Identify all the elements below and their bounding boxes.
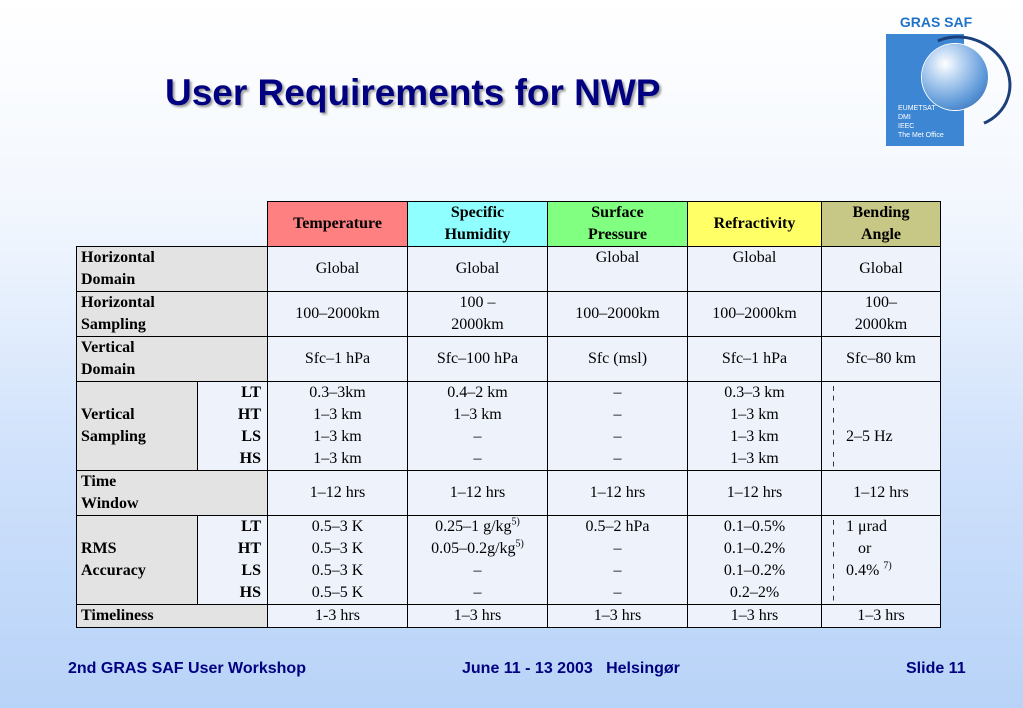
bracket-icon: ¦ <box>832 584 836 601</box>
header-row: Temperature Specific Humidity Surface Pres… <box>77 201 941 247</box>
cell-value: 1–12 hrs <box>687 470 822 516</box>
bracket-icon: ¦ <box>832 384 836 401</box>
table-row-vertical-sampling: Vertical Sampling LT HT LS HS 0.3–3km 1–3… <box>76 381 941 471</box>
table-row-rms-accuracy: RMS Accuracy LT HT LS HS 0.5–3 K 0.5–3 K … <box>76 515 941 605</box>
cell-value: Global <box>547 246 688 292</box>
cell-value: 0.3–3km 1–3 km 1–3 km 1–3 km <box>267 381 408 471</box>
column-header-bending-angle: Bending Angle <box>821 201 941 247</box>
cell-value: Sfc–100 hPa <box>407 336 548 382</box>
cell-value: ¦ ¦ ¦ 2–5 Hz ¦ <box>821 381 941 471</box>
cell-value: 0.5–2 hPa – – – <box>547 515 688 605</box>
footer-date-location: June 11 - 13 2003 Helsingør <box>462 660 680 677</box>
cell-value: 1–12 hrs <box>547 470 688 516</box>
layer-labels: LT HT LS HS <box>197 381 268 471</box>
cell-value: Sfc–1 hPa <box>267 336 408 382</box>
cell-value: 0.4–2 km 1–3 km – – <box>407 381 548 471</box>
row-label-timeliness: Timeliness <box>76 604 268 628</box>
bracket-icon: ¦ <box>832 518 836 535</box>
footer-workshop: 2nd GRAS SAF User Workshop <box>68 660 306 677</box>
slide-title: User Requirements for NWP <box>165 72 661 113</box>
cell-value: 0.3–3 km 1–3 km 1–3 km 1–3 km <box>687 381 822 471</box>
requirements-table: Temperature Specific Humidity Surface Pres… <box>76 201 941 628</box>
row-label-vertical-sampling: Vertical Sampling <box>76 381 198 471</box>
logo-partner: IEEC <box>898 123 915 130</box>
bracket-icon: ¦ <box>832 562 836 579</box>
cell-value: – – – – <box>547 381 688 471</box>
cell-value: 0.5–3 K 0.5–3 K 0.5–3 K 0.5–5 K <box>267 515 408 605</box>
row-label-horizontal-sampling: Horizontal Sampling <box>76 291 268 337</box>
cell-value: 0.25–1 g/kg5) 0.05–0.2g/kg5) – – <box>407 515 548 605</box>
table-row-timeliness: Timeliness 1-3 hrs 1–3 hrs 1–3 hrs 1–3 h… <box>76 604 941 628</box>
bracket-icon: ¦ <box>832 428 836 445</box>
cell-value: Global <box>687 246 822 292</box>
cell-value: 1–12 hrs <box>267 470 408 516</box>
cell-value: 1–3 hrs <box>687 604 822 628</box>
cell-value: 100–2000km <box>547 291 688 337</box>
globe-icon <box>922 44 988 110</box>
logo-partner: EUMETSAT <box>898 105 936 112</box>
column-header-specific-humidity: Specific Humidity <box>407 201 548 247</box>
bracket-icon: ¦ <box>832 406 836 423</box>
table-row-time-window: Time Window 1–12 hrs 1–12 hrs 1–12 hrs 1–… <box>76 470 941 516</box>
footer-slide-number: Slide 11 <box>906 660 966 677</box>
column-header-temperature: Temperature <box>267 201 408 247</box>
cell-value: Sfc–1 hPa <box>687 336 822 382</box>
gras-saf-logo: GRAS SAF EUMETSAT DMI IEEC The Met Offic… <box>886 10 1023 146</box>
cell-value: Sfc (msl) <box>547 336 688 382</box>
bracket-icon: ¦ <box>832 540 836 557</box>
table-row-vertical-domain: Vertical Domain Sfc–1 hPa Sfc–100 hPa Sfc… <box>76 336 941 382</box>
cell-value: Global <box>267 246 408 292</box>
bracket-icon: ¦ <box>832 450 836 467</box>
cell-value: 0.1–0.5% 0.1–0.2% 0.1–0.2% 0.2–2% <box>687 515 822 605</box>
cell-value: Sfc–80 km <box>821 336 941 382</box>
cell-value: 1–3 hrs <box>547 604 688 628</box>
logo-partner: DMI <box>898 114 911 121</box>
cell-value: ¦ 1 μrad ¦ or ¦ 0.4% 7) ¦ <box>821 515 941 605</box>
cell-value: Global <box>407 246 548 292</box>
cell-value: 1-3 hrs <box>267 604 408 628</box>
logo-name: GRAS SAF <box>899 14 973 30</box>
table-row-horizontal-sampling: Horizontal Sampling 100–2000km 100 –2000k… <box>76 291 941 337</box>
row-label-vertical-domain: Vertical Domain <box>76 336 268 382</box>
cell-value: 1–3 hrs <box>407 604 548 628</box>
cell-value: 100–2000km <box>267 291 408 337</box>
cell-value: 100–2000km <box>687 291 822 337</box>
cell-value: 100–2000km <box>821 291 941 337</box>
row-label-time-window: Time Window <box>76 470 268 516</box>
cell-value: 1–12 hrs <box>407 470 548 516</box>
logo-partners: EUMETSAT DMI IEEC The Met Office <box>898 104 964 140</box>
layer-labels: LT HT LS HS <box>197 515 268 605</box>
table-row-horizontal-domain: Horizontal Domain Global Global Global Gl… <box>76 246 941 292</box>
column-header-surface-pressure: Surface Pressure <box>547 201 688 247</box>
cell-value: 100 –2000km <box>407 291 548 337</box>
row-label-rms-accuracy: RMS Accuracy <box>76 515 198 605</box>
cell-value: Global <box>821 246 941 292</box>
cell-value: 1–12 hrs <box>821 470 941 516</box>
row-label-horizontal-domain: Horizontal Domain <box>76 246 268 292</box>
cell-value: 1–3 hrs <box>821 604 941 628</box>
column-header-refractivity: Refractivity <box>687 201 822 247</box>
logo-partner: The Met Office <box>898 132 944 139</box>
